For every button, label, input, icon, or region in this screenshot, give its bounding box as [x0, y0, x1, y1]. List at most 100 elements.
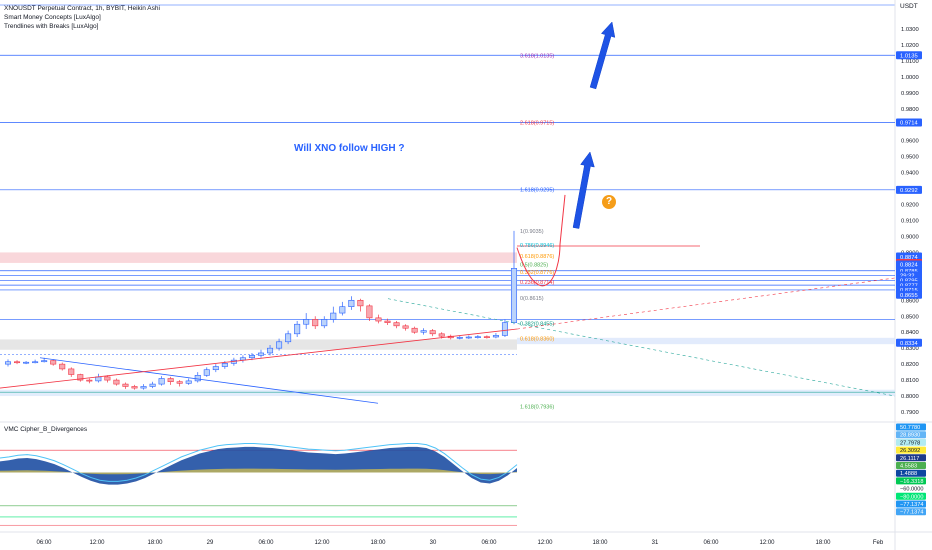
candle-body	[95, 376, 102, 382]
candle-body	[321, 319, 328, 327]
osc-tag	[896, 485, 926, 493]
candle-body	[339, 306, 346, 314]
osc-tag-label: −60.0000	[900, 487, 924, 493]
uptrend-extension	[516, 277, 896, 330]
y-tick-label: 0.9500	[901, 155, 919, 161]
y-tick-label: 1.0200	[901, 43, 919, 49]
y-tick-label: 0.9200	[901, 203, 919, 209]
candle-body	[59, 363, 66, 370]
price-tag-label: 0.9714	[900, 121, 919, 127]
fib-level-label: 0.236(0.8714)	[520, 280, 554, 286]
x-tick-label: 18:00	[592, 540, 608, 546]
x-tick-label: Feb	[873, 540, 884, 546]
candle-body	[158, 378, 165, 385]
x-tick-label: 12:00	[537, 540, 553, 546]
osc-tag	[896, 446, 926, 454]
osc-wave-area	[0, 446, 517, 485]
candle-body	[456, 337, 463, 339]
up-arrow-icon	[589, 21, 616, 90]
y-tick-label: 0.9800	[901, 107, 919, 113]
osc-tag	[896, 500, 926, 508]
price-tag-label: 0.8874	[900, 255, 919, 261]
y-tick-label: 0.8300	[901, 346, 919, 352]
x-tick-label: 12:00	[89, 540, 105, 546]
candle-body	[131, 386, 138, 389]
price-tag-label: 0.8655	[900, 293, 918, 299]
candle-body	[167, 378, 174, 382]
osc-tag-label: 26.3092	[900, 448, 920, 454]
candle-body	[366, 305, 373, 319]
annotation-question: Will XNO follow HIGH ?	[294, 143, 405, 154]
x-tick-label: 12:00	[314, 540, 330, 546]
candle-body	[203, 369, 210, 376]
x-tick-label: 18:00	[370, 540, 386, 546]
price-tag-label: 0.9292	[900, 188, 918, 194]
candle-body	[140, 386, 147, 389]
fib-level-label: 0.382(0.8776)	[520, 270, 554, 276]
osc-tag-label: 26.1117	[900, 456, 919, 462]
candle-body	[14, 361, 21, 364]
osc-tag-label: 1.4888	[900, 471, 917, 477]
fib-level-label: 1(0.9035)	[520, 229, 544, 235]
osc-tag	[896, 492, 926, 500]
osc-tag-label: −80.0000	[900, 494, 924, 500]
candle-body	[41, 360, 48, 363]
price-tag	[896, 252, 922, 261]
candle-body	[429, 330, 436, 335]
candle-body	[285, 333, 292, 343]
supply-zone	[0, 252, 517, 263]
candle-body	[185, 380, 192, 384]
candle-body	[483, 336, 490, 338]
candle-body	[384, 320, 391, 323]
candle-body	[276, 341, 283, 349]
candle-body	[176, 381, 183, 384]
candle-body	[86, 379, 93, 382]
candle-body	[248, 355, 255, 359]
y-tick-label: 1.0100	[901, 59, 919, 65]
fib-level-label: 3.618(1.0135)	[520, 53, 554, 59]
osc-tag	[896, 462, 926, 469]
osc-tag-label: 27.7978	[900, 440, 920, 446]
x-tick-label: 18:00	[815, 540, 831, 546]
osc-tag-label: 4.5583	[900, 464, 917, 470]
y-tick-label: 0.9600	[901, 139, 919, 145]
osc-tag-label: −16.3318	[900, 479, 924, 485]
fib-level-label: 1.618(0.9295)	[520, 187, 554, 193]
candle-body	[23, 361, 30, 364]
price-tag	[896, 118, 922, 127]
price-unit-label: USDT	[900, 3, 918, 10]
osc-tag	[896, 454, 926, 462]
downtrend-line	[39, 357, 379, 404]
price-tag	[896, 290, 922, 299]
x-tick-label: 06:00	[36, 540, 52, 546]
up-arrow-icon	[572, 151, 595, 229]
y-tick-label: 0.8400	[901, 330, 919, 336]
candle-body	[194, 375, 201, 382]
candle-body	[294, 323, 301, 335]
x-tick-label: 06:00	[258, 540, 274, 546]
indicator-trendlines: Trendlines with Breaks [LuxAlgo]	[4, 23, 99, 30]
x-tick-label: 18:00	[147, 540, 163, 546]
candle-body	[330, 312, 337, 320]
candle-body	[348, 299, 355, 307]
y-tick-label: 1.0000	[901, 75, 919, 81]
candle-body	[122, 383, 129, 387]
price-tag-label: 1.0135	[900, 53, 918, 59]
candle-body	[221, 363, 228, 367]
osc-tag	[896, 438, 926, 446]
x-tick-label: 31	[652, 540, 659, 546]
candle-body	[267, 347, 274, 354]
candle-body	[4, 361, 12, 365]
candle-body	[68, 368, 75, 375]
y-tick-label: 0.9900	[901, 91, 919, 97]
candle-body	[501, 322, 508, 336]
candle-body	[77, 374, 84, 381]
price-tag	[896, 51, 922, 60]
uptrend-line	[0, 328, 518, 389]
price-tag-label: 0.8334	[900, 341, 919, 347]
fib-level-label: 0.382(0.8455)	[520, 321, 554, 327]
fib-level-label: 0(0.8615)	[520, 296, 544, 302]
y-tick-label: 0.9400	[901, 171, 919, 177]
price-tag	[896, 185, 922, 194]
